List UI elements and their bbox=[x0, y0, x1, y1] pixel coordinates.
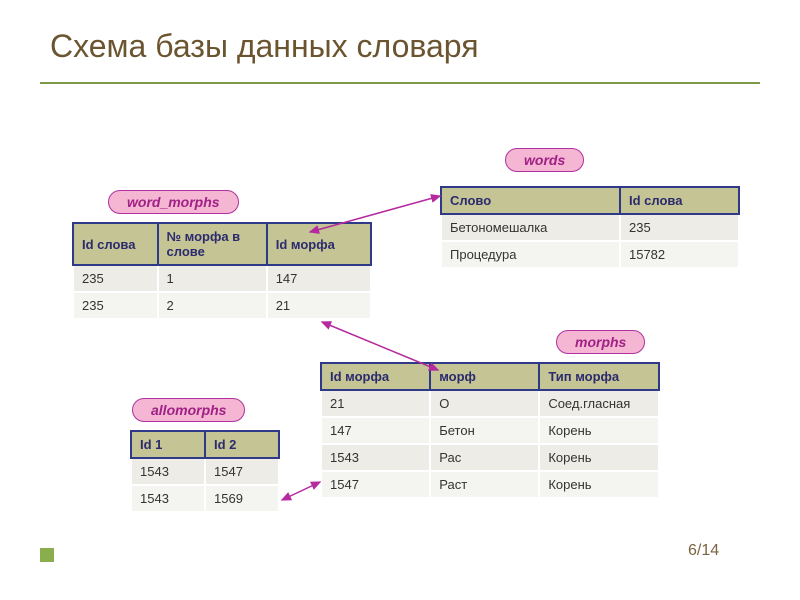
label-words: words bbox=[505, 148, 584, 172]
page-number: 6/14 bbox=[688, 542, 719, 560]
column-header: Id морфа bbox=[267, 223, 371, 265]
column-header: № морфа в слове bbox=[158, 223, 267, 265]
table-cell: 235 bbox=[620, 214, 739, 241]
table-cell: 1547 bbox=[205, 458, 279, 485]
column-header: Id слова bbox=[620, 187, 739, 214]
table-row: Процедура15782 bbox=[441, 241, 739, 268]
column-header: Id слова bbox=[73, 223, 158, 265]
table-row: 1547РастКорень bbox=[321, 471, 659, 498]
table-cell: Корень bbox=[539, 444, 659, 471]
table-row: 15431547 bbox=[131, 458, 279, 485]
column-header: Id морфа bbox=[321, 363, 430, 390]
table-allomorphs: Id 1Id 21543154715431569 bbox=[130, 430, 280, 513]
column-header: Слово bbox=[441, 187, 620, 214]
table-cell: Корень bbox=[539, 471, 659, 498]
column-header: Тип морфа bbox=[539, 363, 659, 390]
table-cell: 1547 bbox=[321, 471, 430, 498]
table-row: Бетономешалка235 bbox=[441, 214, 739, 241]
table-cell: Рас bbox=[430, 444, 539, 471]
table-cell: Соед.гласная bbox=[539, 390, 659, 417]
slide-title: Схема базы данных словаря bbox=[50, 28, 479, 65]
label-morphs: morphs bbox=[556, 330, 645, 354]
title-rule bbox=[40, 82, 760, 84]
label-word-morphs: word_morphs bbox=[108, 190, 239, 214]
column-header: Id 1 bbox=[131, 431, 205, 458]
label-allomorphs: allomorphs bbox=[132, 398, 245, 422]
table-cell: 1 bbox=[158, 265, 267, 292]
table-cell: Бетономешалка bbox=[441, 214, 620, 241]
table-cell: 1543 bbox=[321, 444, 430, 471]
table-row: 15431569 bbox=[131, 485, 279, 512]
table-cell: 147 bbox=[321, 417, 430, 444]
table-cell: 147 bbox=[267, 265, 371, 292]
table-cell: Бетон bbox=[430, 417, 539, 444]
table-row: 2351147 bbox=[73, 265, 371, 292]
table-morphs: Id морфаморфТип морфа21ОСоед.гласная147Б… bbox=[320, 362, 660, 499]
table-cell: 1543 bbox=[131, 485, 205, 512]
column-header: морф bbox=[430, 363, 539, 390]
table-cell: 1543 bbox=[131, 458, 205, 485]
table-cell: 235 bbox=[73, 292, 158, 319]
table-row: 1543РасКорень bbox=[321, 444, 659, 471]
table-cell: О bbox=[430, 390, 539, 417]
table-cell: 2 bbox=[158, 292, 267, 319]
table-cell: Корень bbox=[539, 417, 659, 444]
table-cell: 21 bbox=[321, 390, 430, 417]
table-word-morphs: Id слова№ морфа в словеId морфа235114723… bbox=[72, 222, 372, 320]
table-words: СловоId словаБетономешалка235Процедура15… bbox=[440, 186, 740, 269]
table-row: 235221 bbox=[73, 292, 371, 319]
table-cell: 15782 bbox=[620, 241, 739, 268]
table-cell: Раст bbox=[430, 471, 539, 498]
footer-square-icon bbox=[40, 548, 54, 562]
table-cell: Процедура bbox=[441, 241, 620, 268]
table-cell: 235 bbox=[73, 265, 158, 292]
table-cell: 21 bbox=[267, 292, 371, 319]
table-row: 147БетонКорень bbox=[321, 417, 659, 444]
table-cell: 1569 bbox=[205, 485, 279, 512]
column-header: Id 2 bbox=[205, 431, 279, 458]
table-row: 21ОСоед.гласная bbox=[321, 390, 659, 417]
